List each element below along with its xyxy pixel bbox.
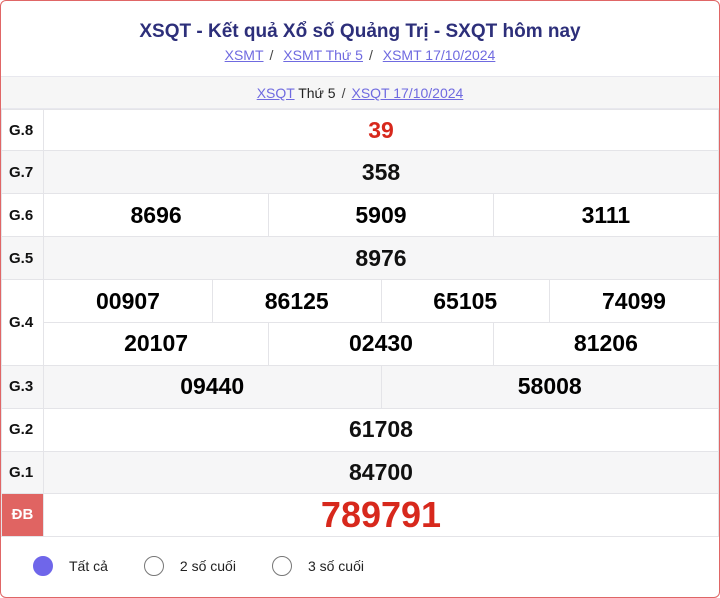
weekday-text: Thứ 5 (294, 85, 336, 101)
filter-label: Tất cả (69, 557, 108, 574)
prize-value: 58008 (380, 365, 718, 408)
breadcrumb-xsmt-date[interactable]: XSMT 17/10/2024 (382, 47, 496, 63)
radio-checked-icon[interactable] (33, 555, 53, 576)
prize-value: 09440 (44, 365, 381, 408)
prize-label: G.5 (1, 236, 44, 280)
prize-value: 00907 (96, 287, 160, 314)
row-g7: G.7 358 (1, 150, 719, 194)
header: XSQT - Kết quả Xổ số Quảng Trị - SXQT hô… (1, 1, 719, 77)
xsqt-date-link[interactable]: XSQT 17/10/2024 (351, 85, 464, 101)
sub-nav: XSQT Thứ 5/XSQT 17/10/2024 (1, 77, 719, 109)
digit-filter: Tất cả 2 số cuối 3 số cuối (1, 537, 719, 595)
special-prize-value: 789791 (43, 492, 719, 537)
filter-label: 2 số cuối (179, 557, 236, 574)
row-g4: G.4 00907 86125 65105 74099 20107 02430 81206 (1, 279, 719, 366)
xsqt-link[interactable]: XSQT (256, 85, 295, 101)
breadcrumb-xsmt-thu5[interactable]: XSMT Thứ 5 (283, 47, 363, 63)
prize-value: 20107 (44, 322, 269, 365)
prize-value: 81206 (492, 322, 718, 365)
prize-value: 65105 (380, 280, 550, 322)
prize-label: G.4 (1, 279, 44, 366)
prize-value: 5909 (268, 194, 494, 236)
breadcrumb: XSMT / XSMT Thứ 5/ XSMT 17/10/2024 (224, 47, 496, 63)
row-g3: G.3 09440 58008 (1, 364, 719, 409)
breadcrumb-xsmt[interactable]: XSMT (224, 47, 264, 63)
row-g6: G.6 8696 5909 3111 (1, 193, 719, 237)
filter-all-radio[interactable]: Tất cả (33, 555, 108, 576)
radio-unchecked-icon[interactable] (143, 555, 164, 576)
prize-label: G.2 (1, 407, 44, 452)
row-g1: G.1 84700 (1, 450, 719, 494)
special-prize-label: ĐB (1, 492, 44, 537)
prize-value: 02430 (268, 322, 494, 365)
prize-value: 8696 (130, 201, 182, 228)
row-special: ĐB 789791 (1, 492, 719, 537)
row-g8: G.8 39 (1, 109, 719, 151)
prize-value: 61708 (43, 407, 719, 452)
filter-last2-radio[interactable]: 2 số cuối (143, 555, 236, 576)
prize-value: 358 (43, 150, 719, 194)
prize-value: 74099 (549, 280, 718, 322)
row-g5: G.5 8976 (1, 236, 719, 280)
prize-label: G.1 (1, 450, 44, 494)
prize-value: 3111 (492, 194, 718, 236)
prize-value: 84700 (43, 450, 719, 494)
prize-value: 8976 (43, 236, 719, 280)
prize-label: G.6 (1, 193, 44, 237)
filter-label: 3 số cuối (307, 557, 364, 574)
row-g2: G.2 61708 (1, 407, 719, 452)
prize-label: G.8 (1, 109, 44, 151)
prize-label: G.3 (1, 364, 44, 409)
filter-last3-radio[interactable]: 3 số cuối (271, 555, 364, 576)
prize-label: G.7 (1, 150, 44, 194)
page-title: XSQT - Kết quả Xổ số Quảng Trị - SXQT hô… (139, 21, 581, 42)
prize-value: 86125 (212, 280, 381, 322)
radio-unchecked-icon[interactable] (271, 555, 292, 576)
results-table: G.8 39 G.7 358 G.6 8696 5909 3111 G.5 8976 G.4… (1, 109, 719, 537)
prize-value: 39 (43, 109, 719, 151)
